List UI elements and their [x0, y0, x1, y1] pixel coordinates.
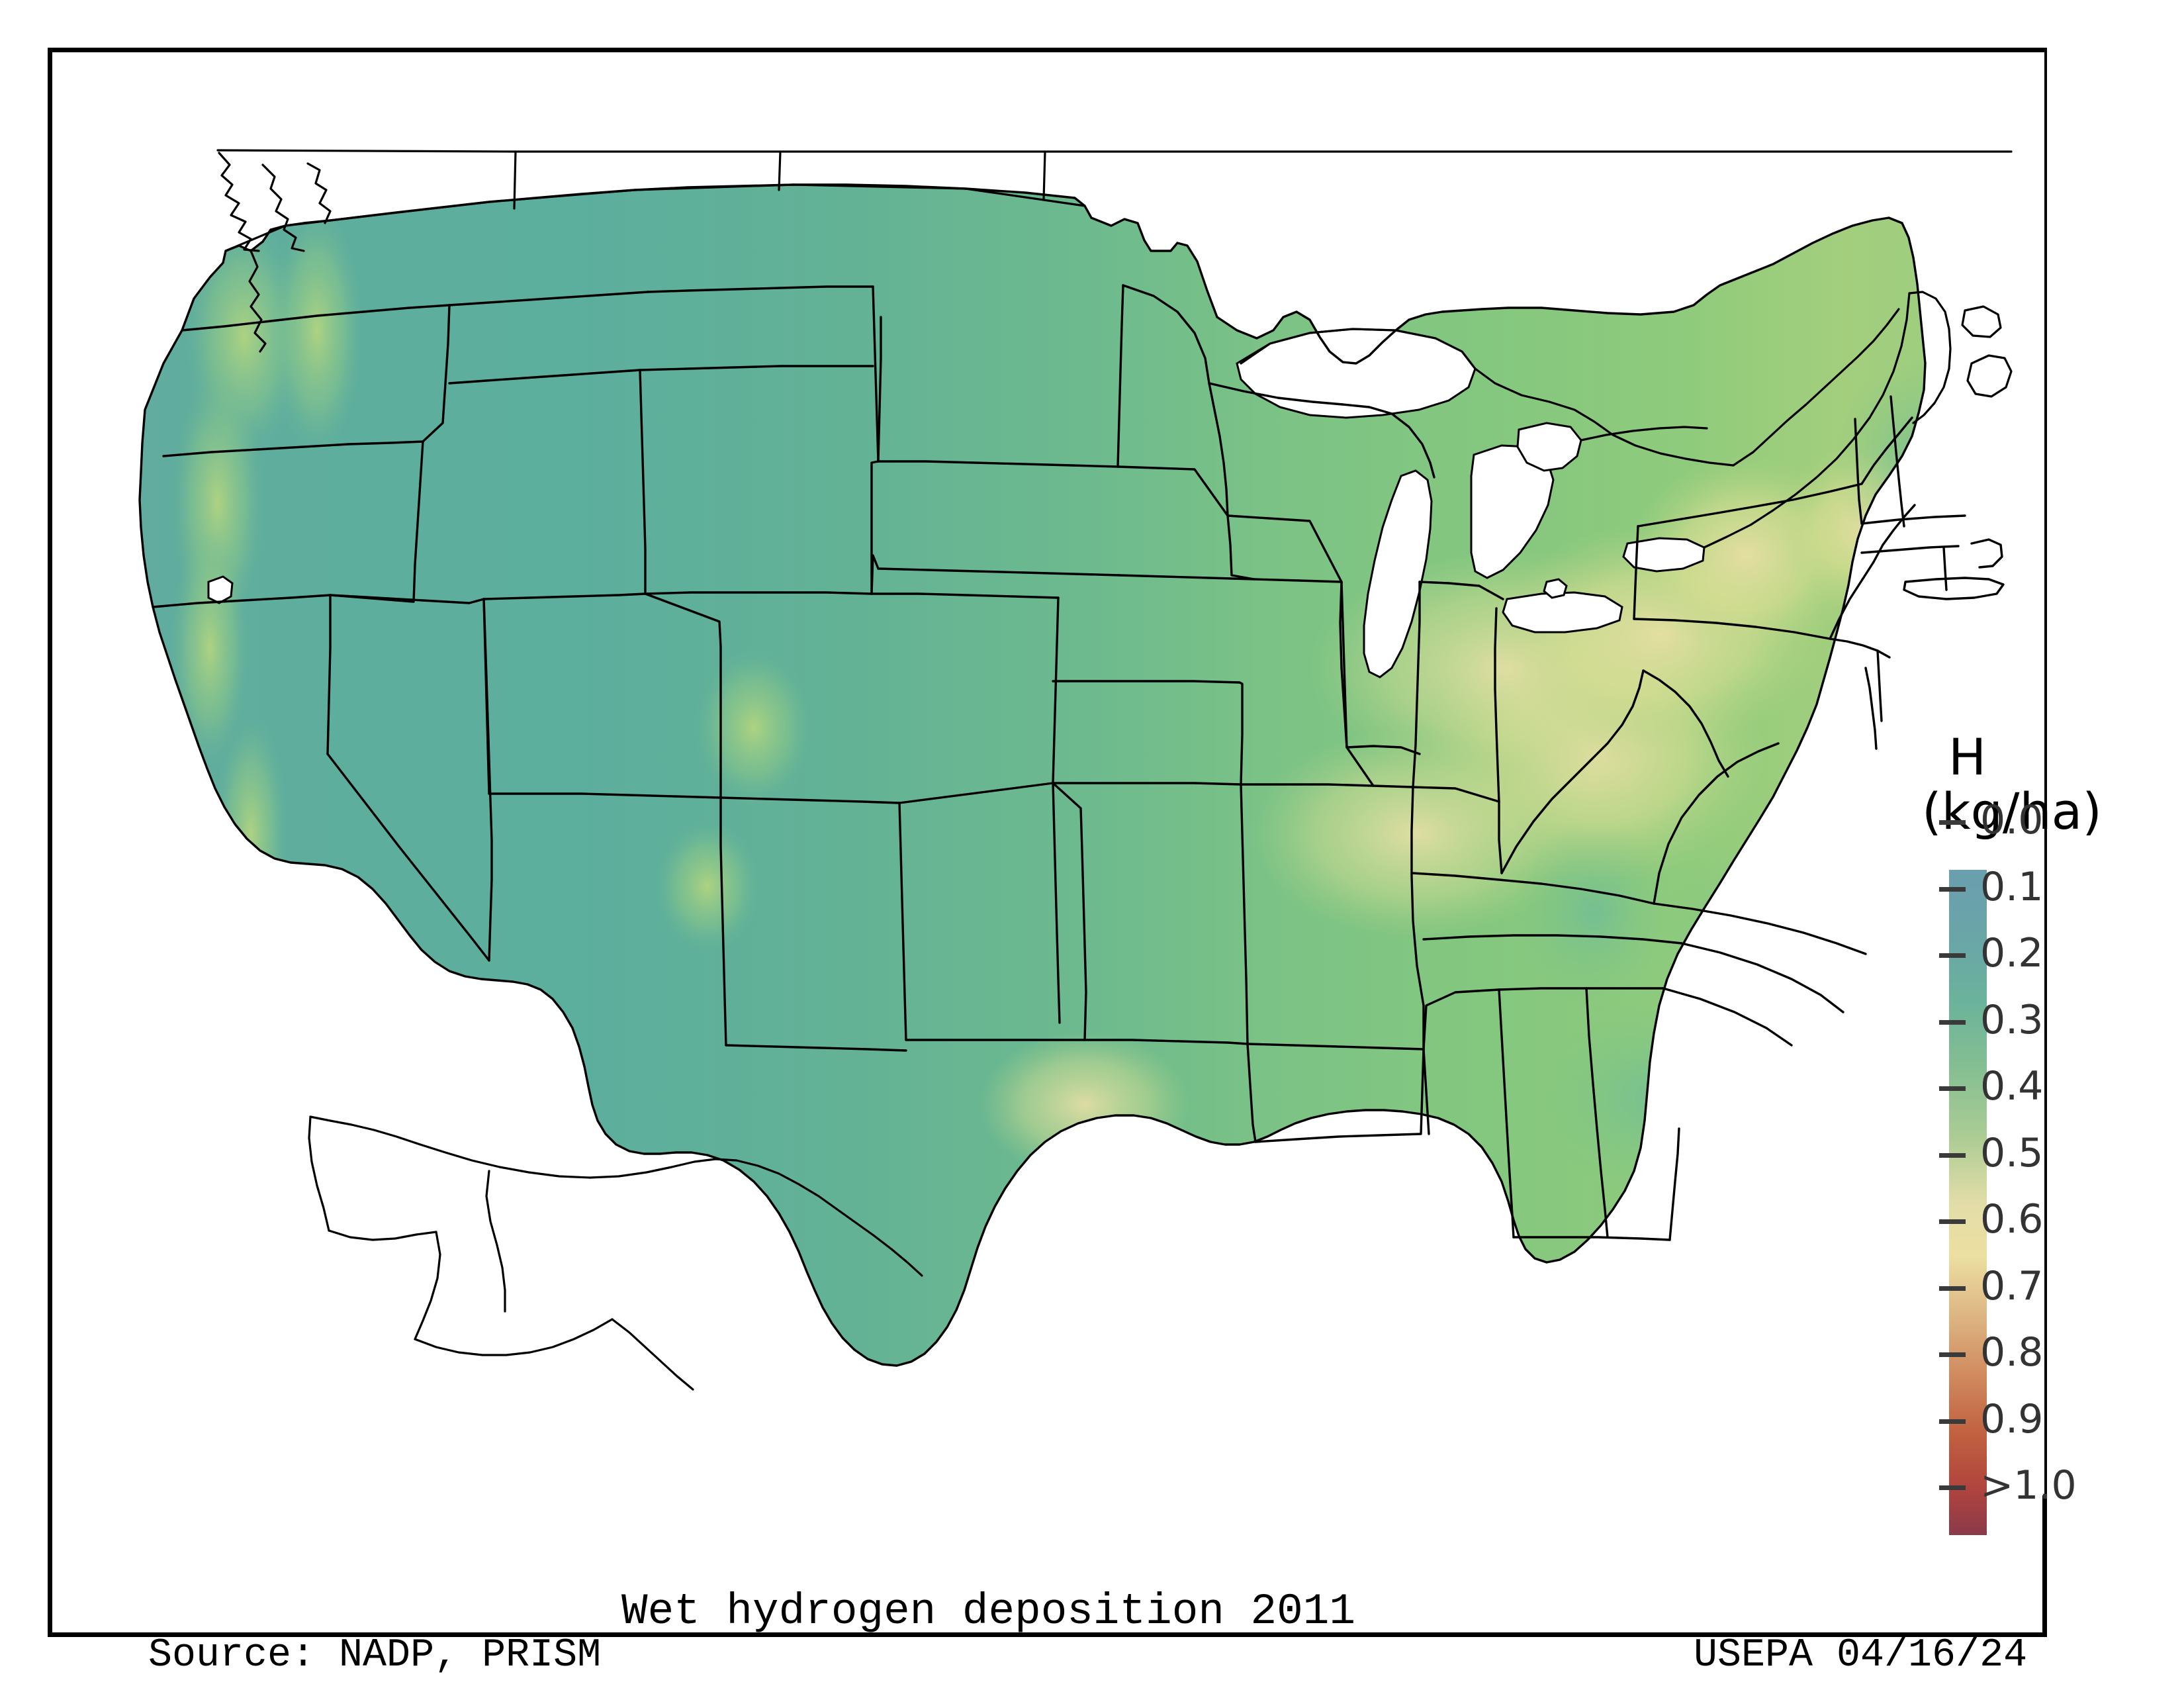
colorbar-variable-label: H: [1948, 727, 1987, 786]
colorbar-tick-label: 0.2: [1980, 930, 2044, 976]
deposition-raster: [140, 185, 1925, 1366]
colorbar-tick: [1939, 1152, 1966, 1158]
source-note: Source: NADP, PRISM: [148, 1633, 602, 1678]
colorbar-tick: [1939, 1219, 1966, 1224]
colorbar-tick: [1939, 1019, 1966, 1025]
agency-note: USEPA 04/16/24: [1694, 1633, 2028, 1678]
colorbar-tick: [1939, 886, 1966, 892]
colorbar-tick: [1939, 1086, 1966, 1091]
colorbar-tick: [1939, 1419, 1966, 1424]
colorbar-tick-label: >1.0: [1980, 1462, 2077, 1509]
colorbar-tick: [1939, 1485, 1966, 1490]
colorbar-tick-label: 0.4: [1980, 1063, 2044, 1109]
colorbar-tick-label: 0.0: [1980, 797, 2044, 843]
colorbar-tick-label: 0.1: [1980, 863, 2044, 910]
us-deposition-map[interactable]: [52, 52, 2044, 1495]
colorbar-gradient: [1949, 870, 1987, 1535]
state-boundaries: [138, 183, 2005, 1367]
colorbar-tick-label: 0.7: [1980, 1262, 2044, 1309]
colorbar-units-label: (kg/ha): [1922, 782, 2102, 841]
colorbar-tick: [1939, 820, 1966, 825]
water-bodies: [207, 328, 1706, 679]
figure-title: Wet hydrogen deposition 2011: [621, 1587, 1355, 1636]
colorbar-tick: [1939, 1352, 1966, 1357]
colorbar-tick-label: 0.3: [1980, 996, 2044, 1043]
colorbar-tick-label: 0.8: [1980, 1329, 2044, 1376]
figure-frame: H (kg/ha): [48, 48, 2102, 1678]
colorbar-tick: [1939, 953, 1966, 958]
colorbar-tick-label: 0.5: [1980, 1129, 2044, 1176]
map-canvas: [52, 52, 2044, 1495]
colorbar-tick-label: 0.6: [1980, 1196, 2044, 1243]
colorbar-tick-label: 0.9: [1980, 1395, 2044, 1442]
colorbar-tick: [1939, 1286, 1966, 1291]
